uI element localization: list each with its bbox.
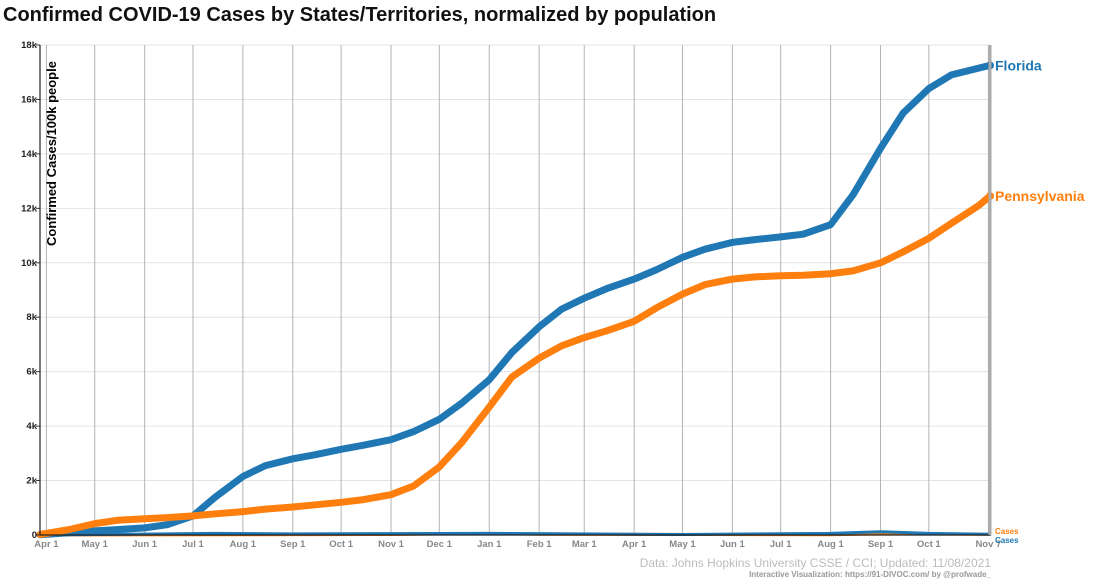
x-tick-label: Sep 1 — [280, 539, 306, 550]
y-tick-label: 14k — [21, 149, 38, 160]
y-tick-label: 12k — [21, 203, 38, 214]
x-tick-label: Jul 1 — [182, 539, 204, 550]
series-line-pennsylvania — [36, 192, 994, 538]
series-label-pennsylvania: Pennsylvania — [995, 188, 1085, 204]
x-tick-label: Nov 7 — [975, 539, 1001, 550]
y-tick-label: 2k — [26, 476, 37, 487]
axes: 0 2k 4k 6k 8k 10k 12k 14k 16k 18k Apr 1 May 1 Jun 1 J… — [21, 40, 1001, 550]
x-tick-label: Aug 1 — [230, 539, 257, 550]
y-axis-label: Confirmed Cases/100k people — [44, 61, 59, 246]
daily-cases-label: Cases — [995, 527, 1019, 536]
data-source: Data: Johns Hopkins University CSSE / CC… — [640, 556, 992, 570]
x-tick-label: Dec 1 — [427, 539, 453, 550]
x-tick-label: Jul 1 — [770, 539, 792, 550]
x-tick-label: May 1 — [82, 539, 109, 550]
series-lines — [36, 61, 994, 539]
x-tick-label: May 1 — [669, 539, 696, 550]
x-tick-label: Jun 1 — [720, 539, 746, 550]
x-tick-label: Aug 1 — [817, 539, 844, 550]
y-tick-label: 10k — [21, 258, 38, 269]
x-tick-label: Apr 1 — [34, 539, 59, 550]
series-line-florida — [36, 61, 994, 539]
x-tick-label: Sep 1 — [868, 539, 894, 550]
y-tick-label: 16k — [21, 94, 38, 105]
y-tick-label: 6k — [26, 367, 37, 378]
credit-line: Interactive Visualization: https://91-DI… — [749, 570, 991, 579]
x-tick-label: Jun 1 — [132, 539, 158, 550]
y-tick-label: 18k — [21, 40, 38, 51]
y-tick-label: 4k — [26, 421, 37, 432]
daily-cases-line — [38, 530, 992, 537]
x-tick-label: Apr 1 — [622, 539, 647, 550]
grid — [40, 44, 990, 536]
series-label-florida: Florida — [995, 57, 1042, 73]
y-tick-label: 0 — [32, 530, 37, 541]
y-tick-label: 8k — [26, 312, 37, 323]
x-tick-label: Mar 1 — [572, 539, 598, 550]
x-tick-label: Oct 1 — [917, 539, 941, 550]
daily-cases-label: Cases — [995, 536, 1019, 545]
x-tick-label: Nov 1 — [378, 539, 405, 550]
chart-title: Confirmed COVID-19 Cases by States/Terri… — [3, 4, 716, 26]
x-tick-label: Jan 1 — [477, 539, 502, 550]
x-tick-label: Feb 1 — [527, 539, 553, 550]
x-tick-label: Oct 1 — [329, 539, 353, 550]
